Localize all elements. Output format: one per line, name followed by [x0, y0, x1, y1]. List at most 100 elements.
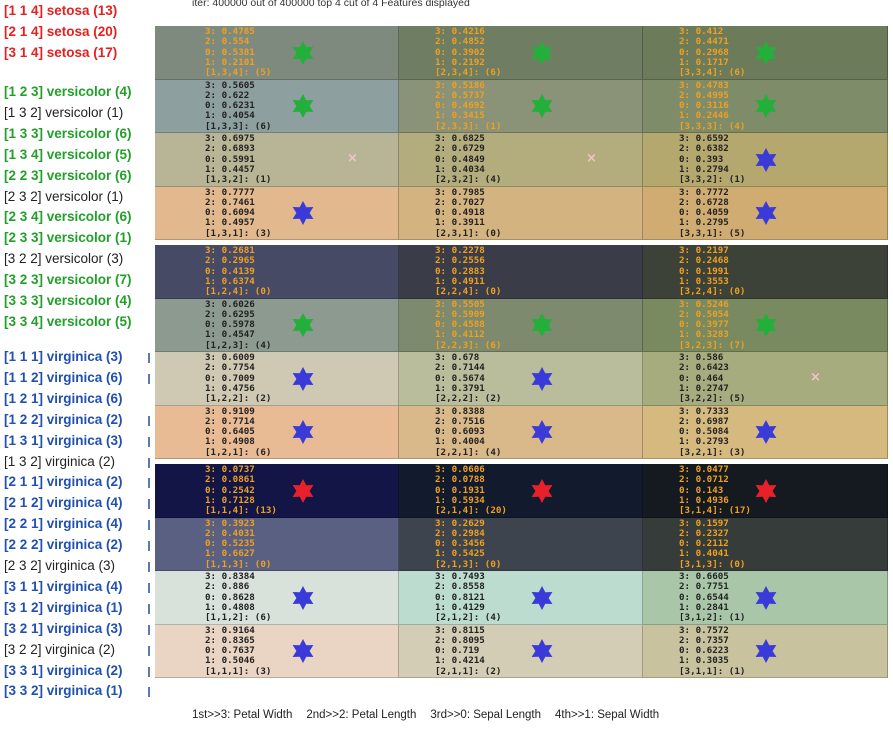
- cell-value-line: [1,3,4]: (5): [205, 67, 272, 79]
- cell-value-line: 2: 0.6423: [679, 362, 729, 374]
- legend-item: [1 2 2] virginica (2): [4, 411, 123, 427]
- cell-value-line: 2: 0.0788: [435, 474, 485, 486]
- red-star-icon: [755, 478, 777, 503]
- cell-value-line: [3,1,2]: (1): [679, 612, 746, 624]
- cell-value-line: 0: 0.5991: [205, 153, 255, 165]
- grid-block: 3: 0.4785 2: 0.554 0: 0.5381 1: 0.2101 [1,3,…: [155, 26, 888, 240]
- cell-value-line: 0: 0.1991: [679, 265, 729, 277]
- cell-value-line: 1: 0.2446: [679, 110, 729, 122]
- cell-values: 3: 0.8388 2: 0.7516 0: 0.6093 1: 0.4004 [2,2…: [435, 406, 501, 458]
- cell-value-line: 1: 0.2794: [679, 163, 729, 175]
- green-star-icon: [755, 94, 777, 119]
- cell-value-line: 3: 0.5505: [435, 298, 485, 310]
- cell-values: 3: 0.6026 2: 0.6295 0: 0.5978 1: 0.4547 [1,2…: [205, 299, 271, 351]
- green-star-icon: [755, 40, 777, 65]
- blue-star-icon: [755, 585, 777, 610]
- grid-cell: 3: 0.586 2: 0.6423 0: 0.464 1: 0.2747 [3,2,2…: [643, 352, 888, 406]
- cell-value-line: 2: 0.0861: [205, 474, 255, 486]
- grid-block: 3: 0.2681 2: 0.2965 0: 0.4139 1: 0.6374 [1,2…: [155, 245, 888, 459]
- cell-value-line: 3: 0.7772: [679, 186, 729, 198]
- cell-value-line: 2: 0.7027: [435, 196, 485, 208]
- grid-cell: 3: 0.6825 2: 0.6729 0: 0.4849 1: 0.4034 [2,3…: [399, 133, 643, 187]
- grid-cell: 3: 0.7493 2: 0.8558 0: 0.8121 1: 0.4129 [2,1…: [399, 571, 643, 625]
- green-star-icon: [292, 40, 314, 65]
- cell-value-line: 0: 0.5235: [205, 538, 255, 550]
- class-legend: [1 1 4] setosa (13) [2 1 4] setosa (20) [3…: [0, 0, 155, 730]
- legend-item: [3 1 4] setosa (17): [4, 44, 118, 60]
- blue-star-icon: [755, 201, 777, 226]
- cell-value-line: 0: 0.393: [679, 153, 724, 165]
- cell-value-line: 2: 0.7751: [679, 581, 729, 593]
- cell-value-line: 3: 0.7985: [435, 186, 485, 198]
- cell-value-line: 3: 0.9164: [205, 624, 255, 636]
- cell-values: 3: 0.4785 2: 0.554 0: 0.5381 1: 0.2101 [1,3,…: [205, 26, 272, 79]
- cell-value-line: 2: 0.6295: [205, 308, 255, 320]
- cell-value-line: 1: 0.4756: [205, 382, 255, 394]
- grid-cell: 3: 0.7772 2: 0.6728 0: 0.4059 1: 0.2795 [3,3…: [643, 186, 888, 240]
- cell-value-line: [3,1,3]: (0): [679, 558, 746, 570]
- cell-values: 3: 0.1597 2: 0.2327 0: 0.2112 1: 0.4041 [3,1…: [679, 518, 746, 570]
- cell-value-line: 0: 0.4849: [435, 153, 485, 165]
- feature-key: 1st>>3: Petal Width 2nd>>2: Petal Length 3…: [192, 709, 673, 721]
- cell-value-line: 0: 0.4692: [435, 100, 485, 112]
- cell-value-line: 1: 0.4911: [435, 275, 485, 287]
- cell-values: 3: 0.0477 2: 0.0712 0: 0.143 1: 0.4936 [3,1,…: [679, 464, 751, 516]
- cell-value-line: [1,3,1]: (3): [205, 227, 272, 239]
- legend-item: [1 1 4] setosa (13): [4, 3, 118, 18]
- cell-value-line: [1,1,2]: (6): [205, 612, 272, 624]
- cell-value-line: [3,2,4]: (0): [679, 286, 746, 298]
- cell-value-line: [2,2,3]: (6): [435, 339, 502, 351]
- cell-values: 3: 0.5186 2: 0.5737 0: 0.4692 1: 0.3415 [2,3…: [435, 80, 501, 132]
- cell-value-line: [3,3,3]: (4): [679, 120, 746, 132]
- cell-value-line: 2: 0.7714: [205, 415, 255, 427]
- red-star-icon: [531, 478, 553, 503]
- legend-item: [3 3 3] versicolor (4): [4, 293, 132, 308]
- legend-tick: [148, 478, 150, 489]
- cell-value-line: 3: 0.6825: [435, 133, 485, 144]
- grid-cell: 3: 0.6009 2: 0.7754 0: 0.7009 1: 0.4756 [1,2…: [155, 352, 399, 406]
- cell-values: 3: 0.7493 2: 0.8558 0: 0.8121 1: 0.4129 [2,1…: [435, 571, 501, 623]
- cell-value-line: 0: 0.3116: [679, 100, 729, 112]
- cell-value-line: 3: 0.0737: [205, 464, 255, 475]
- cell-value-line: 0: 0.2968: [679, 46, 729, 58]
- grid-cell: 3: 0.4785 2: 0.554 0: 0.5381 1: 0.2101 [1,3,…: [155, 26, 399, 80]
- legend-tick: [148, 603, 150, 614]
- cell-value-line: [2,1,4]: (20): [435, 505, 507, 517]
- cell-value-line: 2: 0.622: [205, 89, 250, 101]
- legend-tick: [148, 353, 150, 363]
- grid-cell: 3: 0.6605 2: 0.7751 0: 0.6544 1: 0.2841 [3,1…: [643, 571, 888, 625]
- grid-cell: 3: 0.412 2: 0.4471 0: 0.2968 1: 0.1717 [3,3,…: [643, 26, 888, 80]
- legend-item: [3 3 1] virginica (2): [4, 662, 123, 678]
- cell-value-line: 0: 0.3902: [435, 46, 485, 58]
- cell-values: 3: 0.2629 2: 0.2984 0: 0.3456 1: 0.5425 [2,1…: [435, 518, 502, 570]
- cell-value-line: 0: 0.719: [435, 645, 480, 657]
- cell-values: 3: 0.6009 2: 0.7754 0: 0.7009 1: 0.4756 [1,2…: [205, 352, 271, 404]
- cell-value-line: [1,2,4]: (0): [205, 286, 272, 298]
- blue-star-icon: [292, 201, 314, 226]
- cell-value-line: [3,3,4]: (6): [679, 67, 746, 79]
- cell-value-line: 2: 0.2327: [679, 527, 729, 539]
- cell-value-line: [2,2,2]: (2): [435, 393, 502, 405]
- grid-cell: 3: 0.3923 2: 0.4031 0: 0.5235 1: 0.6627 [1,1…: [155, 517, 399, 571]
- cell-value-line: [2,3,2]: (4): [435, 174, 502, 186]
- cell-values: 3: 0.2278 2: 0.2556 0: 0.2883 1: 0.4911 [2,2…: [435, 245, 501, 297]
- cell-value-line: 3: 0.0606: [435, 464, 485, 475]
- cell-value-line: 1: 0.2101: [205, 56, 255, 68]
- cell-value-line: 3: 0.0477: [679, 464, 729, 475]
- legend-tick: [148, 373, 150, 384]
- cell-value-line: [2,1,3]: (0): [435, 558, 502, 570]
- legend-item: [1 3 4] versicolor (5): [4, 146, 132, 162]
- legend-item: [1 3 2] versicolor (1): [4, 104, 124, 120]
- cell-value-line: 2: 0.7754: [205, 362, 255, 374]
- cell-value-line: 2: 0.2556: [435, 255, 485, 267]
- cell-value-line: [3,2,3]: (7): [679, 339, 746, 351]
- grid-cell: 3: 0.8384 2: 0.886 0: 0.8628 1: 0.4808 [1,1,…: [155, 571, 399, 625]
- blue-star-icon: [755, 639, 777, 664]
- legend-tick: [148, 436, 150, 447]
- legend-item: [1 1 1] virginica (3): [4, 349, 123, 364]
- cell-value-line: 1: 0.4457: [205, 163, 255, 175]
- cell-value-line: 3: 0.412: [679, 26, 724, 37]
- cell-value-line: 1: 0.6374: [205, 275, 255, 287]
- cell-value-line: 2: 0.7461: [205, 196, 255, 208]
- cell-value-line: 1: 0.3791: [435, 382, 485, 394]
